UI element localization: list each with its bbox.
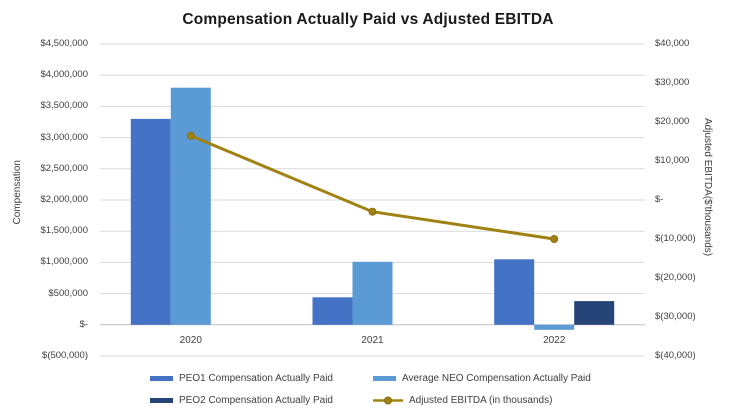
left-axis-tick-label: $1,500,000 — [40, 225, 88, 237]
right-axis-tick-label: $30,000 — [655, 77, 690, 88]
legend-label: PEO1 Compensation Actually Paid — [179, 373, 333, 384]
bar-2022-series3 — [574, 301, 615, 325]
right-axis-title: Adjusted EBITDA($'thousands) — [702, 118, 713, 257]
right-axis-tick-label: $(30,000) — [655, 311, 696, 322]
right-axis-tick-label: $(20,000) — [655, 272, 696, 283]
category-label-2022: 2022 — [543, 334, 566, 346]
legend-bar-swatch — [373, 376, 396, 381]
bar-2020-series2 — [170, 87, 211, 325]
legend-bar-swatch — [150, 376, 173, 381]
ebitda-marker-2020 — [186, 131, 195, 140]
bar-2021-series1 — [312, 297, 353, 325]
category-label-2020: 2020 — [179, 334, 202, 346]
right-axis-tick-label: $(40,000) — [655, 350, 696, 361]
right-axis-tick-label: $(10,000) — [655, 233, 696, 244]
left-axis-tick-label: $3,500,000 — [40, 100, 88, 112]
chart-title: Compensation Actually Paid vs Adjusted E… — [182, 11, 554, 28]
legend-line-swatch — [373, 396, 403, 405]
left-axis-tick-label: $(500,000) — [42, 350, 88, 361]
legend-item: PEO1 Compensation Actually Paid — [150, 372, 373, 385]
right-axis-tick-label: $10,000 — [655, 155, 690, 166]
ebitda-marker-2021 — [368, 207, 377, 216]
left-axis-tick-label: $- — [79, 318, 88, 330]
right-axis-tick-label: $40,000 — [655, 38, 690, 49]
bar-2022-series1 — [494, 259, 535, 325]
left-axis-tick-label: $2,500,000 — [40, 162, 88, 174]
legend-bar-swatch — [150, 398, 173, 403]
left-axis-tick-label: $4,000,000 — [40, 69, 88, 81]
legend-label: Adjusted EBITDA (in thousands) — [409, 395, 553, 406]
legend-item: Adjusted EBITDA (in thousands) — [373, 394, 591, 407]
left-axis-tick-label: $4,500,000 — [40, 38, 88, 49]
bar-2020-series1 — [130, 118, 171, 325]
left-axis-tick-label: $2,000,000 — [40, 194, 88, 205]
left-axis-tick-label: $500,000 — [48, 287, 88, 299]
legend-item: Average NEO Compensation Actually Paid — [373, 372, 591, 385]
bar-2022-series2 — [534, 324, 575, 330]
legend-label: Average NEO Compensation Actually Paid — [402, 373, 591, 384]
legend-label: PEO2 Compensation Actually Paid — [179, 395, 333, 406]
bar-2021-series2 — [352, 261, 393, 325]
right-axis-tick-label: $20,000 — [655, 116, 690, 127]
category-label-2021: 2021 — [361, 334, 384, 346]
left-axis-tick-label: $3,000,000 — [40, 131, 88, 143]
legend: PEO1 Compensation Actually Paid Average N… — [150, 372, 591, 407]
right-axis-tick-label: $- — [655, 194, 664, 205]
legend-item: PEO2 Compensation Actually Paid — [150, 394, 373, 407]
left-axis-tick-label: $1,000,000 — [40, 256, 88, 268]
ebitda-marker-2022 — [550, 235, 559, 243]
ebitda-line — [190, 134, 555, 241]
